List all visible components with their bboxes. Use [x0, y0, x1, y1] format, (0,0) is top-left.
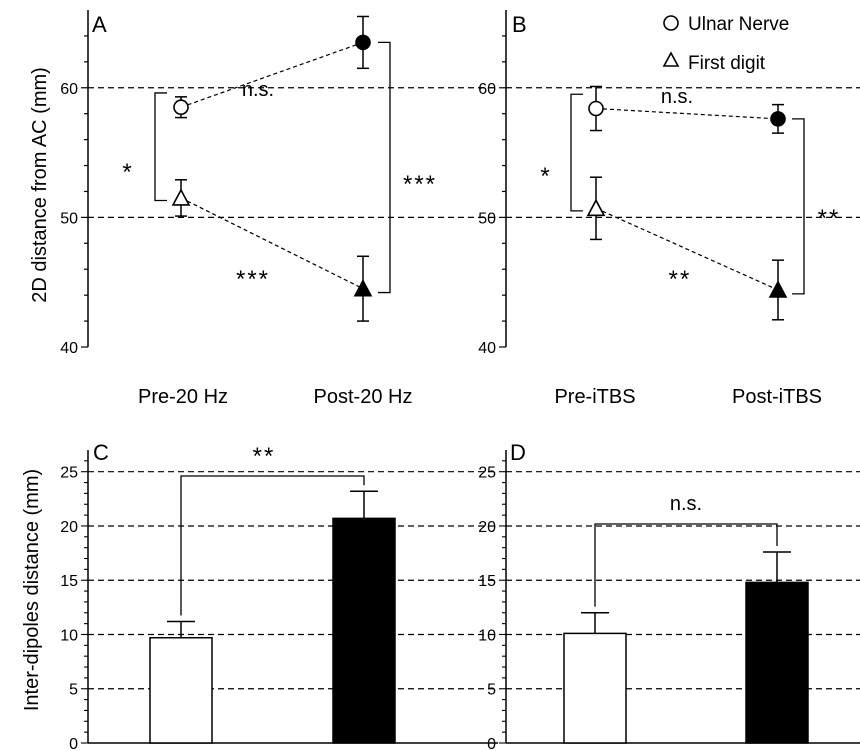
y-tick-label-15: 15 [60, 573, 78, 590]
within-pre-significance: * [540, 163, 551, 190]
y-tick-label-5: 5 [69, 682, 78, 699]
y-tick-label-10: 10 [478, 627, 496, 644]
ulnar-change-significance: n.s. [242, 79, 274, 101]
legend-label-first-digit: First digit [688, 53, 766, 74]
legend-label-ulnar-nerve: Ulnar Nerve [688, 14, 789, 35]
within-post-bracket [378, 41, 391, 294]
filled-circle-point [770, 111, 786, 127]
y-tick-label-0: 0 [487, 736, 496, 751]
y-tick-label-15: 15 [478, 573, 496, 590]
open-triangle-point [171, 188, 191, 206]
y-tick-label-0: 0 [69, 736, 78, 751]
within-pre-significance: * [122, 159, 133, 186]
y-tick-label-60: 60 [60, 81, 78, 98]
filled-triangle-point [768, 280, 788, 298]
filled-triangle-point [353, 278, 373, 297]
legend-open-triangle-icon [662, 51, 680, 67]
within-post-significance: *** [403, 171, 437, 198]
condition-label-pre-20hz: Pre-20 Hz [138, 386, 228, 408]
first-digit-connector [595, 207, 779, 291]
y-tick-label-60: 60 [478, 81, 496, 98]
between-bars-bracket [594, 523, 778, 607]
y-tick-label-40: 40 [60, 340, 78, 357]
condition-label-post-itbs: Post-iTBS [732, 386, 822, 408]
digit-change-significance: ** [669, 266, 692, 293]
ulnar-nerve-connector [595, 107, 779, 120]
within-post-bracket [792, 118, 805, 295]
within-pre-bracket [570, 93, 583, 212]
y-tick-label-40: 40 [478, 340, 496, 357]
y-tick-label-10: 10 [60, 627, 78, 644]
within-post-significance: ** [818, 205, 841, 232]
open-circle-point [173, 99, 189, 116]
open-triangle-point [586, 198, 606, 217]
y-tick-label-5: 5 [487, 682, 496, 699]
condition-label-post-20hz: Post-20 Hz [314, 386, 413, 408]
y-tick-label-50: 50 [478, 210, 496, 227]
between-bars-significance: n.s. [670, 493, 702, 515]
bar-post [332, 517, 396, 744]
within-pre-bracket [154, 92, 167, 202]
panel-d: D 0 5 10 15 20 25 n.s. [478, 440, 860, 751]
between-bars-significance: ** [253, 443, 276, 470]
y-axis-title-top: 2D distance from AC (mm) [29, 67, 51, 303]
y-tick-label-25: 25 [60, 465, 78, 482]
panel-c: C Inter-dipoles distance (mm) 0 5 10 15 20 25… [21, 440, 498, 751]
first-digit-connector [180, 197, 364, 290]
legend-open-circle-icon [663, 15, 679, 31]
condition-label-pre-itbs: Pre-iTBS [554, 386, 635, 408]
panel-letter-c: C [93, 440, 109, 465]
digit-change-significance: *** [236, 266, 270, 293]
bar-post [745, 581, 809, 744]
bar-pre [563, 632, 627, 744]
panel-a: A 2D distance from AC (mm) Pre-20 Hz Pos… [29, 10, 498, 408]
y-tick-label-20: 20 [478, 519, 496, 536]
panel-letter-b: B [512, 12, 527, 37]
y-tick-label-20: 20 [60, 519, 78, 536]
panel-letter-a: A [92, 12, 107, 37]
panel-letter-d: D [510, 440, 526, 465]
y-axis-title-bottom: Inter-dipoles distance (mm) [21, 469, 43, 711]
y-tick-label-50: 50 [60, 210, 78, 227]
between-bars-bracket [180, 475, 365, 616]
bar-pre [149, 636, 213, 744]
ulnar-change-significance: n.s. [661, 86, 693, 108]
legend: Ulnar Nerve First digit [662, 14, 789, 74]
filled-circle-point [355, 34, 371, 51]
open-circle-point [588, 100, 604, 117]
y-tick-label-25: 25 [478, 465, 496, 482]
